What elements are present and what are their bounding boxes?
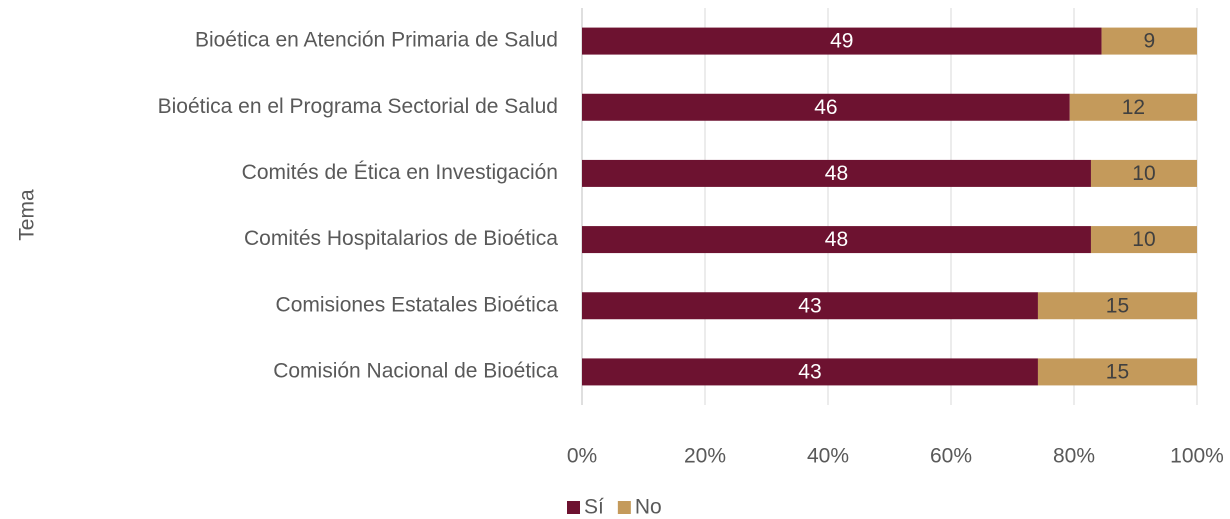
y-tick-label: Comités de Ética en Investigación	[242, 161, 558, 184]
data-label: 15	[1106, 294, 1129, 317]
data-label: 46	[814, 96, 837, 119]
x-tick-label: 0%	[567, 445, 597, 468]
data-label: 43	[798, 294, 821, 317]
bar-segment	[582, 292, 1038, 320]
legend-swatch	[617, 501, 631, 514]
data-label: 43	[798, 360, 821, 383]
data-label: 49	[830, 30, 853, 53]
data-label: 15	[1106, 360, 1129, 383]
y-axis-title: Tema	[16, 189, 39, 241]
legend-label: No	[635, 496, 662, 519]
y-tick-label: Comités Hospitalarios de Bioética	[244, 227, 558, 250]
bar-segment	[582, 93, 1070, 121]
data-label: 9	[1143, 30, 1155, 53]
data-label: 48	[825, 162, 848, 185]
x-tick-label: 80%	[1053, 445, 1095, 468]
data-label: 12	[1122, 96, 1145, 119]
x-tick-label: 60%	[930, 445, 972, 468]
legend-swatch	[567, 501, 580, 514]
data-label: 10	[1132, 228, 1155, 251]
bar-segment	[1069, 93, 1197, 121]
x-tick-label: 20%	[684, 445, 726, 468]
bar-segment	[1090, 226, 1197, 254]
bar-segment	[582, 27, 1102, 55]
bar-segment	[582, 226, 1091, 254]
y-tick-label: Bioética en Atención Primaria de Salud	[195, 29, 558, 52]
bar-segment	[1101, 27, 1197, 55]
y-tick-label: Comisión Nacional de Bioética	[273, 359, 558, 382]
bar-segment	[582, 159, 1091, 187]
y-tick-label: Bioética en el Programa Sectorial de Sal…	[158, 95, 558, 118]
x-tick-label: 100%	[1170, 445, 1224, 468]
bar-segment	[1090, 159, 1197, 187]
bar-segment	[1037, 358, 1197, 386]
bar-segment	[582, 358, 1038, 386]
x-tick-label: 40%	[807, 445, 849, 468]
legend-label: Sí	[584, 496, 604, 519]
data-label: 48	[825, 228, 848, 251]
y-tick-label: Comisiones Estatales Bioética	[276, 293, 559, 316]
data-label: 10	[1132, 162, 1155, 185]
bar-segment	[1037, 292, 1197, 320]
